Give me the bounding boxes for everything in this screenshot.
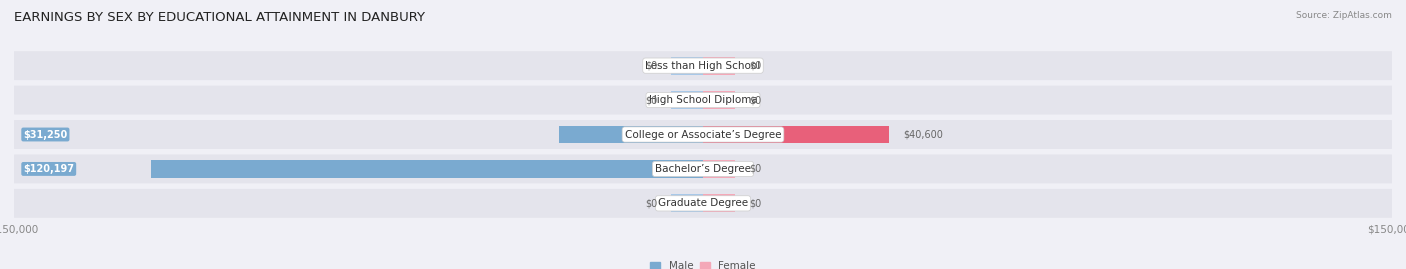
Bar bbox=[671, 194, 703, 212]
Legend: Male, Female: Male, Female bbox=[645, 257, 761, 269]
Bar bbox=[703, 194, 735, 212]
Bar bbox=[703, 160, 735, 178]
Text: High School Diploma: High School Diploma bbox=[648, 95, 758, 105]
Text: Bachelor’s Degree: Bachelor’s Degree bbox=[655, 164, 751, 174]
Text: $0: $0 bbox=[645, 95, 657, 105]
Text: $0: $0 bbox=[645, 198, 657, 208]
Bar bbox=[671, 91, 703, 109]
FancyBboxPatch shape bbox=[14, 154, 1392, 183]
Text: Graduate Degree: Graduate Degree bbox=[658, 198, 748, 208]
Text: EARNINGS BY SEX BY EDUCATIONAL ATTAINMENT IN DANBURY: EARNINGS BY SEX BY EDUCATIONAL ATTAINMEN… bbox=[14, 11, 425, 24]
Bar bbox=[671, 57, 703, 75]
Text: $0: $0 bbox=[749, 198, 761, 208]
Text: $120,197: $120,197 bbox=[24, 164, 75, 174]
Bar bbox=[703, 91, 735, 109]
FancyBboxPatch shape bbox=[14, 51, 1392, 80]
Bar bbox=[703, 57, 735, 75]
Bar bbox=[560, 126, 703, 143]
Text: Less than High School: Less than High School bbox=[645, 61, 761, 71]
Text: College or Associate’s Degree: College or Associate’s Degree bbox=[624, 129, 782, 140]
FancyBboxPatch shape bbox=[14, 189, 1392, 218]
Bar bbox=[150, 160, 703, 178]
Text: $0: $0 bbox=[749, 164, 761, 174]
Text: $0: $0 bbox=[749, 61, 761, 71]
Bar bbox=[703, 126, 890, 143]
FancyBboxPatch shape bbox=[14, 120, 1392, 149]
Text: Source: ZipAtlas.com: Source: ZipAtlas.com bbox=[1296, 11, 1392, 20]
FancyBboxPatch shape bbox=[14, 86, 1392, 115]
Text: $0: $0 bbox=[749, 95, 761, 105]
Text: $40,600: $40,600 bbox=[903, 129, 943, 140]
Text: $31,250: $31,250 bbox=[24, 129, 67, 140]
Text: $0: $0 bbox=[645, 61, 657, 71]
